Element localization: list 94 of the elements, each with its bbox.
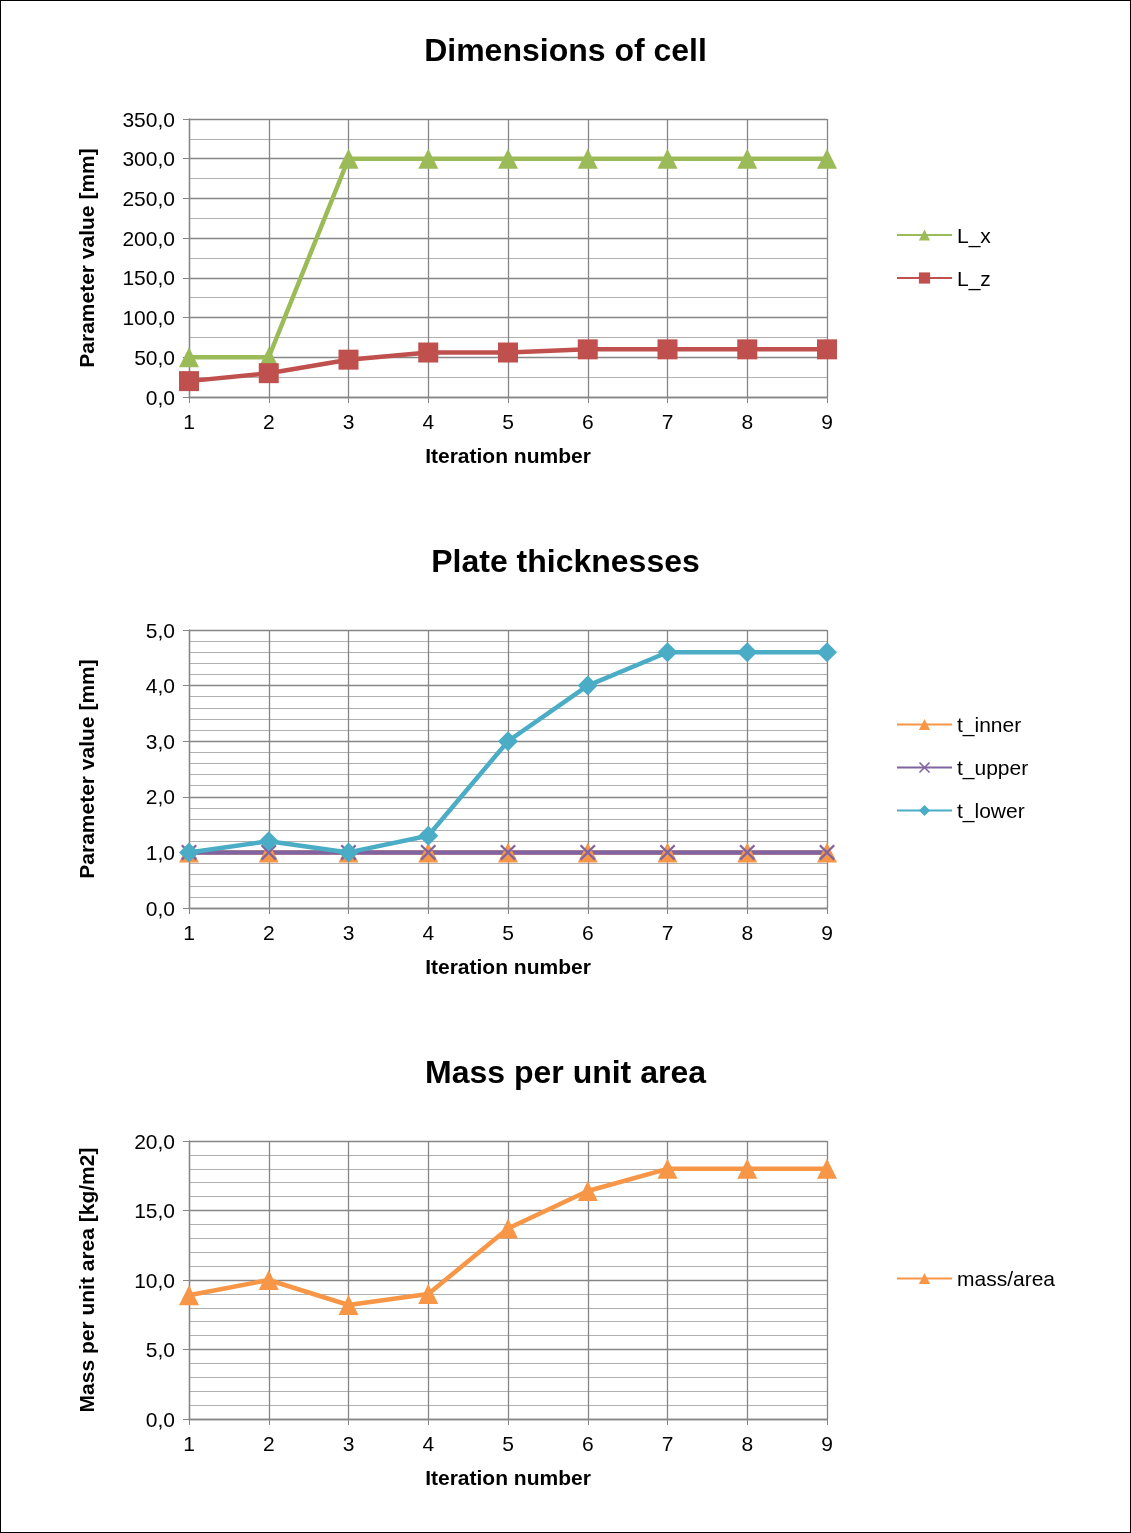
legend-label: t_lower (957, 799, 1025, 823)
point (577, 339, 598, 360)
y-tick-label: 0,0 (145, 385, 175, 409)
point (657, 339, 678, 360)
point (498, 731, 518, 752)
y-tick-label: 10,0 (134, 1268, 175, 1292)
y-tick-label: 50,0 (134, 345, 175, 369)
legend-label: mass/area (957, 1267, 1056, 1290)
point (577, 675, 598, 696)
x-tick-label: 7 (661, 921, 674, 944)
point (577, 148, 598, 169)
x-tick-label: 8 (741, 1432, 754, 1455)
y-tick-label: 350,0 (122, 107, 175, 131)
chart-title: Plate thicknesses (431, 543, 700, 579)
y-tick-label: 200,0 (122, 226, 175, 250)
point (498, 1218, 518, 1239)
y-tick-label: 5,0 (145, 1338, 175, 1361)
point (179, 371, 199, 392)
x-tick-label: 9 (821, 410, 833, 433)
y-tick-label: 15,0 (134, 1199, 175, 1222)
x-tick-label: 8 (741, 410, 754, 433)
x-tick-label: 1 (183, 921, 195, 944)
x-tick-label: 8 (741, 921, 754, 944)
point (817, 339, 837, 360)
legend-label: t_upper (957, 756, 1029, 780)
point (657, 1158, 678, 1179)
point (817, 1158, 837, 1179)
point (817, 642, 837, 663)
y-tick-label: 100,0 (122, 306, 175, 330)
point (817, 148, 837, 169)
y-tick-label: 0,0 (145, 896, 175, 920)
y-tick-label: 2,0 (145, 785, 175, 809)
x-axis-title: Iteration number (425, 1466, 591, 1489)
y-axis-title: Mass per unit area [kg/m2] (75, 1147, 98, 1413)
x-tick-label: 2 (262, 921, 275, 944)
y-tick-label: 5,0 (145, 618, 175, 642)
legend-label: L_x (957, 223, 992, 248)
point (258, 1270, 279, 1290)
point (258, 831, 279, 852)
x-tick-label: 5 (502, 1432, 514, 1455)
point (179, 1285, 199, 1306)
point (338, 1295, 359, 1316)
x-tick-label: 2 (262, 1432, 275, 1455)
x-axis-title: Iteration number (425, 955, 591, 978)
chart-title: Mass per unit area (425, 1054, 707, 1090)
x-tick-label: 3 (342, 410, 355, 433)
point (577, 1181, 598, 1202)
point (657, 148, 678, 169)
y-tick-label: 20,0 (134, 1129, 175, 1153)
point (338, 148, 359, 169)
point (737, 642, 758, 663)
point (737, 148, 758, 169)
x-tick-label: 3 (342, 921, 355, 944)
y-tick-label: 250,0 (122, 186, 175, 210)
x-tick-label: 7 (661, 410, 674, 433)
point (418, 342, 439, 363)
y-tick-label: 1,0 (145, 840, 175, 864)
x-tick-label: 4 (422, 921, 435, 944)
point (418, 148, 439, 169)
x-tick-label: 6 (581, 1432, 594, 1455)
point (258, 363, 279, 384)
y-tick-label: 300,0 (122, 147, 175, 171)
point (737, 1158, 758, 1179)
x-tick-label: 6 (581, 410, 594, 433)
point (418, 1283, 439, 1304)
y-axis-title: Parameter value [mm] (75, 148, 98, 368)
x-tick-label: 9 (821, 921, 833, 944)
x-axis-title: Iteration number (425, 444, 591, 467)
point (418, 825, 439, 846)
y-axis-title: Parameter value [mm] (75, 659, 98, 879)
x-tick-label: 3 (342, 1432, 355, 1455)
x-tick-label: 1 (183, 410, 195, 433)
x-tick-label: 5 (502, 921, 514, 944)
y-tick-label: 150,0 (122, 266, 175, 290)
x-tick-label: 9 (821, 1432, 833, 1455)
legend-label: t_inner (957, 713, 1022, 737)
y-tick-label: 4,0 (145, 674, 175, 698)
legend-label: L_z (957, 266, 991, 291)
x-tick-label: 5 (502, 410, 514, 433)
x-tick-label: 7 (661, 1432, 674, 1455)
x-tick-label: 6 (581, 921, 594, 944)
x-tick-label: 1 (183, 1432, 195, 1455)
chart-title: Dimensions of cell (424, 32, 707, 68)
x-tick-label: 2 (262, 410, 275, 433)
x-tick-label: 4 (422, 410, 435, 433)
x-tick-label: 4 (422, 1432, 435, 1455)
point (179, 347, 199, 368)
point (737, 339, 758, 360)
y-tick-label: 0,0 (145, 1407, 175, 1431)
y-tick-label: 3,0 (145, 729, 175, 753)
point (498, 148, 518, 169)
point (657, 642, 678, 663)
point (498, 342, 518, 363)
point (338, 349, 359, 370)
